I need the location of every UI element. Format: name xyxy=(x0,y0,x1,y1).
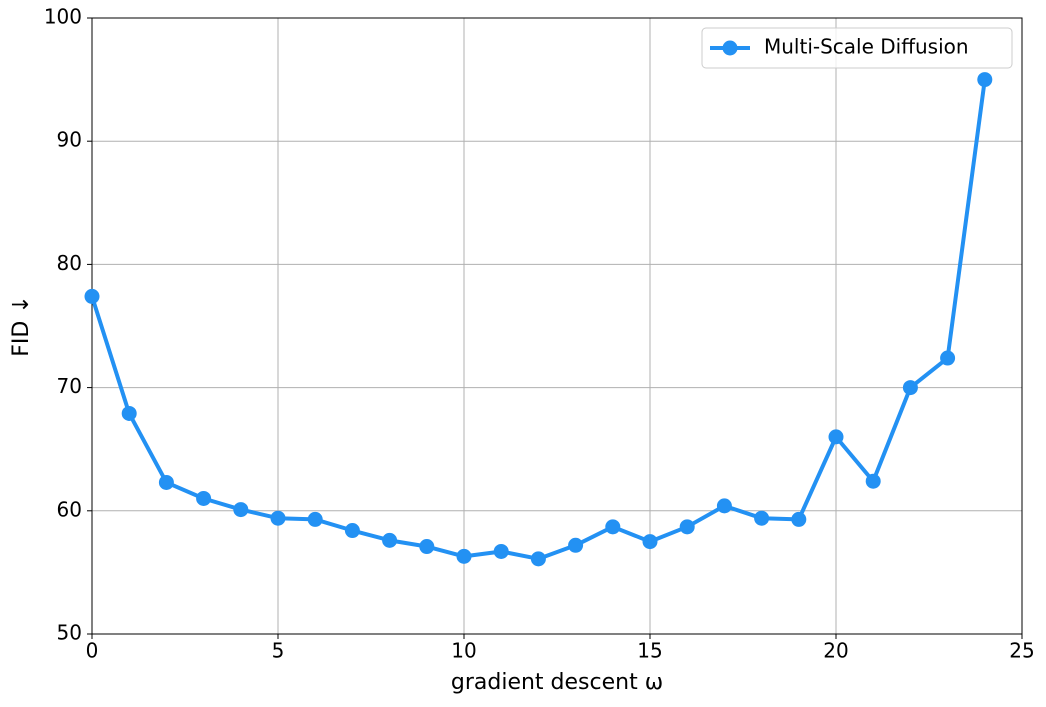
y-tick-label: 90 xyxy=(57,128,82,152)
y-tick-label: 80 xyxy=(57,251,82,275)
point xyxy=(233,502,249,518)
point xyxy=(121,405,137,421)
x-tick-label: 10 xyxy=(451,639,476,663)
point xyxy=(568,537,584,553)
point xyxy=(344,523,360,539)
y-tick-label: 50 xyxy=(57,621,82,645)
point xyxy=(456,548,472,564)
point xyxy=(679,519,695,535)
point xyxy=(493,543,509,559)
legend-marker xyxy=(722,40,738,56)
y-axis-label: FID ↓ xyxy=(9,295,34,357)
point xyxy=(530,551,546,567)
y-tick-label: 70 xyxy=(57,374,82,398)
point xyxy=(605,519,621,535)
point xyxy=(84,288,100,304)
point xyxy=(716,498,732,514)
point xyxy=(865,473,881,489)
legend-label: Multi-Scale Diffusion xyxy=(764,35,969,59)
point xyxy=(382,532,398,548)
point xyxy=(940,350,956,366)
legend-box xyxy=(701,27,1013,69)
x-tick-label: 20 xyxy=(823,639,848,663)
plot-frame xyxy=(91,17,1023,635)
series-line xyxy=(90,79,987,561)
x-tick-label: 15 xyxy=(637,639,662,663)
x-axis-label: gradient descent ω xyxy=(451,670,663,695)
point xyxy=(754,510,770,526)
x-tick-label: 25 xyxy=(1009,639,1034,663)
x-tick-label: 0 xyxy=(86,639,99,663)
point xyxy=(791,511,807,527)
point xyxy=(158,474,174,490)
point xyxy=(419,539,435,555)
point xyxy=(828,429,844,445)
point xyxy=(902,380,918,396)
point xyxy=(196,490,212,506)
y-tick-label: 100 xyxy=(44,5,82,29)
point xyxy=(270,510,286,526)
point xyxy=(642,534,658,550)
y-tick-label: 60 xyxy=(57,497,82,521)
x-tick-label: 5 xyxy=(272,639,285,663)
point xyxy=(307,511,323,527)
point xyxy=(977,72,993,88)
